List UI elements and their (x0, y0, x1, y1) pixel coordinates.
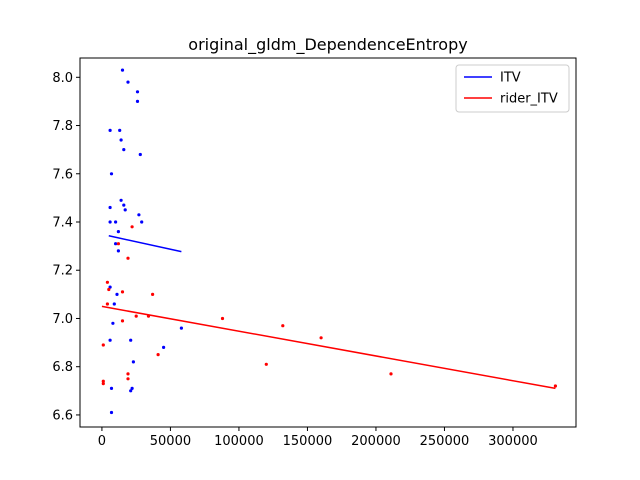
data-point (101, 379, 105, 383)
data-point (105, 302, 109, 306)
data-point (135, 99, 140, 103)
data-point (109, 410, 114, 415)
data-point (109, 172, 114, 176)
x-tick-label: 100000 (214, 434, 264, 449)
data-point (122, 148, 126, 152)
series-0 (108, 68, 183, 415)
y-tick-label: 7.2 (52, 264, 73, 279)
x-tick-label: 250000 (420, 434, 470, 449)
data-point (116, 242, 120, 246)
data-point (137, 213, 141, 217)
data-point (114, 242, 118, 246)
data-point (179, 326, 183, 330)
data-point (107, 287, 111, 292)
data-point (114, 220, 118, 224)
data-point (134, 314, 138, 318)
legend: ITV rider_ITV (455, 64, 570, 113)
data-point (138, 152, 142, 157)
legend-label: ITV (500, 71, 521, 86)
plot-area (80, 58, 576, 427)
data-point (115, 292, 119, 296)
data-point (220, 316, 225, 321)
data-point (130, 386, 134, 390)
legend-label: rider_ITV (500, 92, 558, 107)
data-point (112, 302, 116, 306)
data-point (122, 203, 126, 207)
data-point (126, 256, 130, 260)
data-point (123, 208, 127, 212)
data-point (135, 90, 140, 94)
data-point (264, 362, 268, 366)
series-1 (101, 225, 558, 390)
y-tick-label: 7.4 (52, 216, 73, 231)
data-point (281, 324, 285, 328)
data-point (131, 360, 135, 364)
data-point (101, 382, 105, 386)
plot-frame (79, 57, 577, 428)
y-tick-label: 7.0 (52, 312, 73, 327)
data-point (389, 372, 393, 376)
data-point (105, 280, 109, 284)
data-point (108, 285, 112, 289)
data-point (129, 338, 133, 342)
data-point (111, 321, 115, 325)
data-point (553, 384, 558, 388)
data-point (126, 80, 130, 84)
data-point (108, 128, 112, 132)
data-point (126, 377, 130, 381)
chart-title: original_gldm_DependenceEntropy (188, 35, 467, 55)
y-tick-label: 7.6 (52, 167, 73, 182)
data-point (126, 372, 130, 376)
y-tick-label: 8.0 (52, 71, 73, 86)
data-point (101, 343, 105, 347)
data-layer (101, 68, 558, 415)
y-tick-label: 6.8 (52, 360, 73, 375)
data-point (119, 198, 123, 202)
data-point (140, 220, 144, 224)
data-point (120, 290, 125, 294)
data-point (319, 336, 323, 340)
x-tick-label: 300000 (488, 434, 538, 449)
data-point (129, 389, 133, 393)
fit-line (108, 235, 182, 253)
data-point (109, 386, 114, 390)
fit-line (101, 305, 556, 390)
x-tick-label: 200000 (351, 434, 401, 449)
data-point (116, 249, 120, 253)
data-point (120, 319, 125, 323)
y-tick-label: 7.8 (52, 119, 73, 134)
data-point (162, 345, 166, 349)
data-point (116, 230, 120, 234)
data-point (130, 225, 134, 229)
data-point (118, 128, 122, 132)
axes-layer: 0 50000 100000 150000 200000 250000 300000 6.6 6… (52, 71, 537, 449)
data-point (156, 353, 160, 357)
x-tick-label: 0 (98, 434, 106, 449)
x-tick-label: 150000 (283, 434, 333, 449)
data-point (120, 68, 125, 72)
y-tick-label: 6.6 (52, 408, 73, 423)
data-point (108, 338, 112, 342)
data-point (119, 138, 123, 142)
data-point (108, 220, 112, 224)
data-point (151, 292, 155, 296)
x-tick-label: 50000 (150, 434, 191, 449)
data-point (108, 205, 112, 210)
